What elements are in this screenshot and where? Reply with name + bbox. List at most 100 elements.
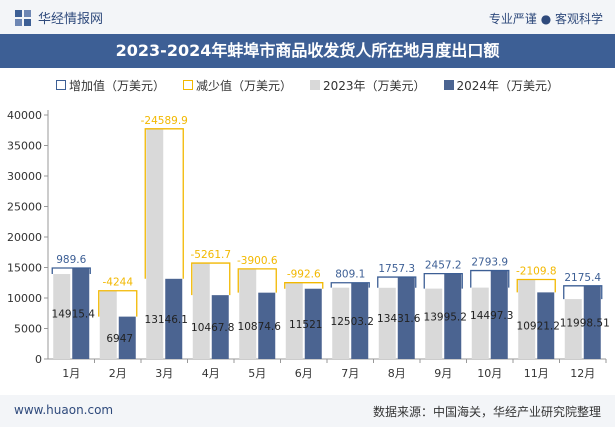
bar-2023 (192, 263, 210, 359)
x-tick-label: 6月 (295, 367, 313, 380)
value-label: 13995.2 (424, 311, 467, 323)
chart-legend: 增加值（万美元） 减少值（万美元） 2023年（万美元） 2024年（万美元） (0, 75, 615, 95)
tagline: 专业严谨 ● 客观科学 (488, 12, 603, 26)
top-bar: 华经情报网 专业严谨 ● 客观科学 (0, 0, 615, 34)
change-label: -5261.7 (190, 249, 231, 261)
bar-2024 (72, 268, 90, 359)
x-tick-label: 1月 (62, 367, 80, 380)
legend-label-decrease: 减少值（万美元） (195, 78, 292, 93)
x-tick-label: 11月 (524, 367, 549, 380)
bar-2023 (332, 287, 350, 359)
change-label: 989.6 (56, 254, 86, 266)
bar-2023 (285, 282, 303, 359)
value-label: 14497.3 (470, 310, 513, 322)
decrease-box (284, 282, 324, 289)
change-label: 2793.9 (471, 257, 508, 269)
y-tick-label: 0 (35, 353, 42, 366)
increase-box (51, 267, 91, 275)
change-label: -992.6 (287, 269, 321, 281)
value-label: 11521 (289, 319, 322, 331)
decrease-box (98, 290, 138, 317)
bar-2023 (425, 288, 443, 359)
y-tick-label: 15000 (7, 262, 42, 275)
legend-label-increase: 增加值（万美元） (68, 78, 165, 93)
x-tick-label: 10月 (477, 367, 502, 380)
change-label: -3900.6 (237, 255, 278, 267)
bar-2023 (99, 290, 117, 359)
y-tick-label: 5000 (14, 323, 42, 336)
y-tick-label: 20000 (7, 231, 42, 244)
bar-2023 (239, 268, 257, 359)
bar-2023 (564, 299, 582, 359)
bar-2024 (397, 277, 415, 359)
increase-box (470, 269, 510, 288)
value-label: 10874.6 (238, 321, 282, 333)
bar-2024 (118, 316, 136, 359)
bar-2023 (378, 287, 396, 359)
bar-2023 (471, 287, 489, 359)
legend-item-increase: 增加值（万美元） (55, 75, 165, 95)
value-label: 12503.2 (331, 316, 374, 328)
change-label: -4244 (102, 277, 133, 289)
change-label: -2109.8 (516, 266, 557, 278)
legend-label-2024: 2024年（万美元） (456, 78, 560, 93)
title-bar: 2023-2024年蚌埠市商品收发货人所在地月度出口额 (0, 34, 615, 68)
x-tick-label: 7月 (341, 367, 359, 380)
x-tick-label: 3月 (155, 367, 173, 380)
x-tick-label: 5月 (248, 367, 266, 380)
y-tick-label: 25000 (7, 201, 42, 214)
value-label: 10467.8 (191, 322, 234, 334)
huajing-logo-icon (15, 9, 31, 26)
bar-chart: 0 5000 10000 15000 20000 25000 30000 35000 40000… (7, 109, 610, 380)
chart-title: 2023-2024年蚌埠市商品收发货人所在地月度出口额 (115, 41, 500, 60)
brand[interactable]: 华经情报网 (14, 8, 103, 27)
y-tick-label: 10000 (7, 292, 42, 305)
legend-swatch-decrease (182, 80, 193, 90)
x-tick-label: 9月 (434, 367, 452, 380)
footer-bar: www.huaon.com 数据来源：中国海关，华经产业研究院整理 (0, 395, 615, 427)
bar-2024 (258, 292, 276, 359)
value-label: 14915.4 (52, 309, 96, 321)
value-label: 10921.2 (517, 321, 560, 333)
value-label: 11998.51 (560, 317, 610, 329)
y-tick-label: 35000 (7, 140, 42, 153)
legend-item-2024: 2024年（万美元） (443, 75, 560, 95)
bar-2024 (583, 285, 601, 359)
increase-box (563, 285, 603, 300)
change-label: 809.1 (335, 269, 365, 281)
x-tick-label: 2月 (109, 367, 127, 380)
x-tick-label: 4月 (202, 367, 220, 380)
value-label: 13146.1 (145, 314, 188, 326)
legend-swatch-increase (55, 80, 66, 90)
data-source: 数据来源：中国海关，华经产业研究院整理 (372, 405, 601, 419)
x-tick-label: 8月 (388, 367, 406, 380)
decrease-box (516, 278, 556, 293)
change-label: 2175.4 (564, 272, 601, 284)
bar-2024 (211, 295, 229, 359)
legend-item-2023: 2023年（万美元） (309, 75, 426, 95)
legend-swatch-2024 (443, 80, 454, 90)
legend-item-decrease: 减少值（万美元） (182, 75, 292, 95)
decrease-box (191, 262, 231, 296)
site-url[interactable]: www.huaon.com (14, 403, 114, 417)
value-label: 6947 (106, 333, 133, 345)
bar-2024 (304, 288, 322, 359)
bar-2023 (53, 274, 71, 359)
bar-2023 (146, 128, 164, 359)
bar-2024 (444, 273, 462, 359)
bar-2024 (165, 278, 183, 359)
change-label: 2457.2 (425, 260, 462, 272)
brand-name: 华经情报网 (38, 12, 104, 27)
decrease-box (237, 268, 277, 293)
x-tick-label: 12月 (570, 367, 595, 380)
increase-box (377, 276, 417, 288)
value-label: 13431.6 (377, 313, 421, 325)
y-tick-label: 40000 (7, 109, 42, 122)
decrease-box (144, 128, 184, 279)
y-tick-label: 30000 (7, 170, 42, 183)
legend-swatch-2023 (309, 80, 320, 90)
increase-box (330, 282, 370, 288)
change-label: -24589.9 (141, 115, 188, 127)
bar-2024 (351, 282, 369, 359)
change-label: 1757.3 (378, 263, 415, 275)
